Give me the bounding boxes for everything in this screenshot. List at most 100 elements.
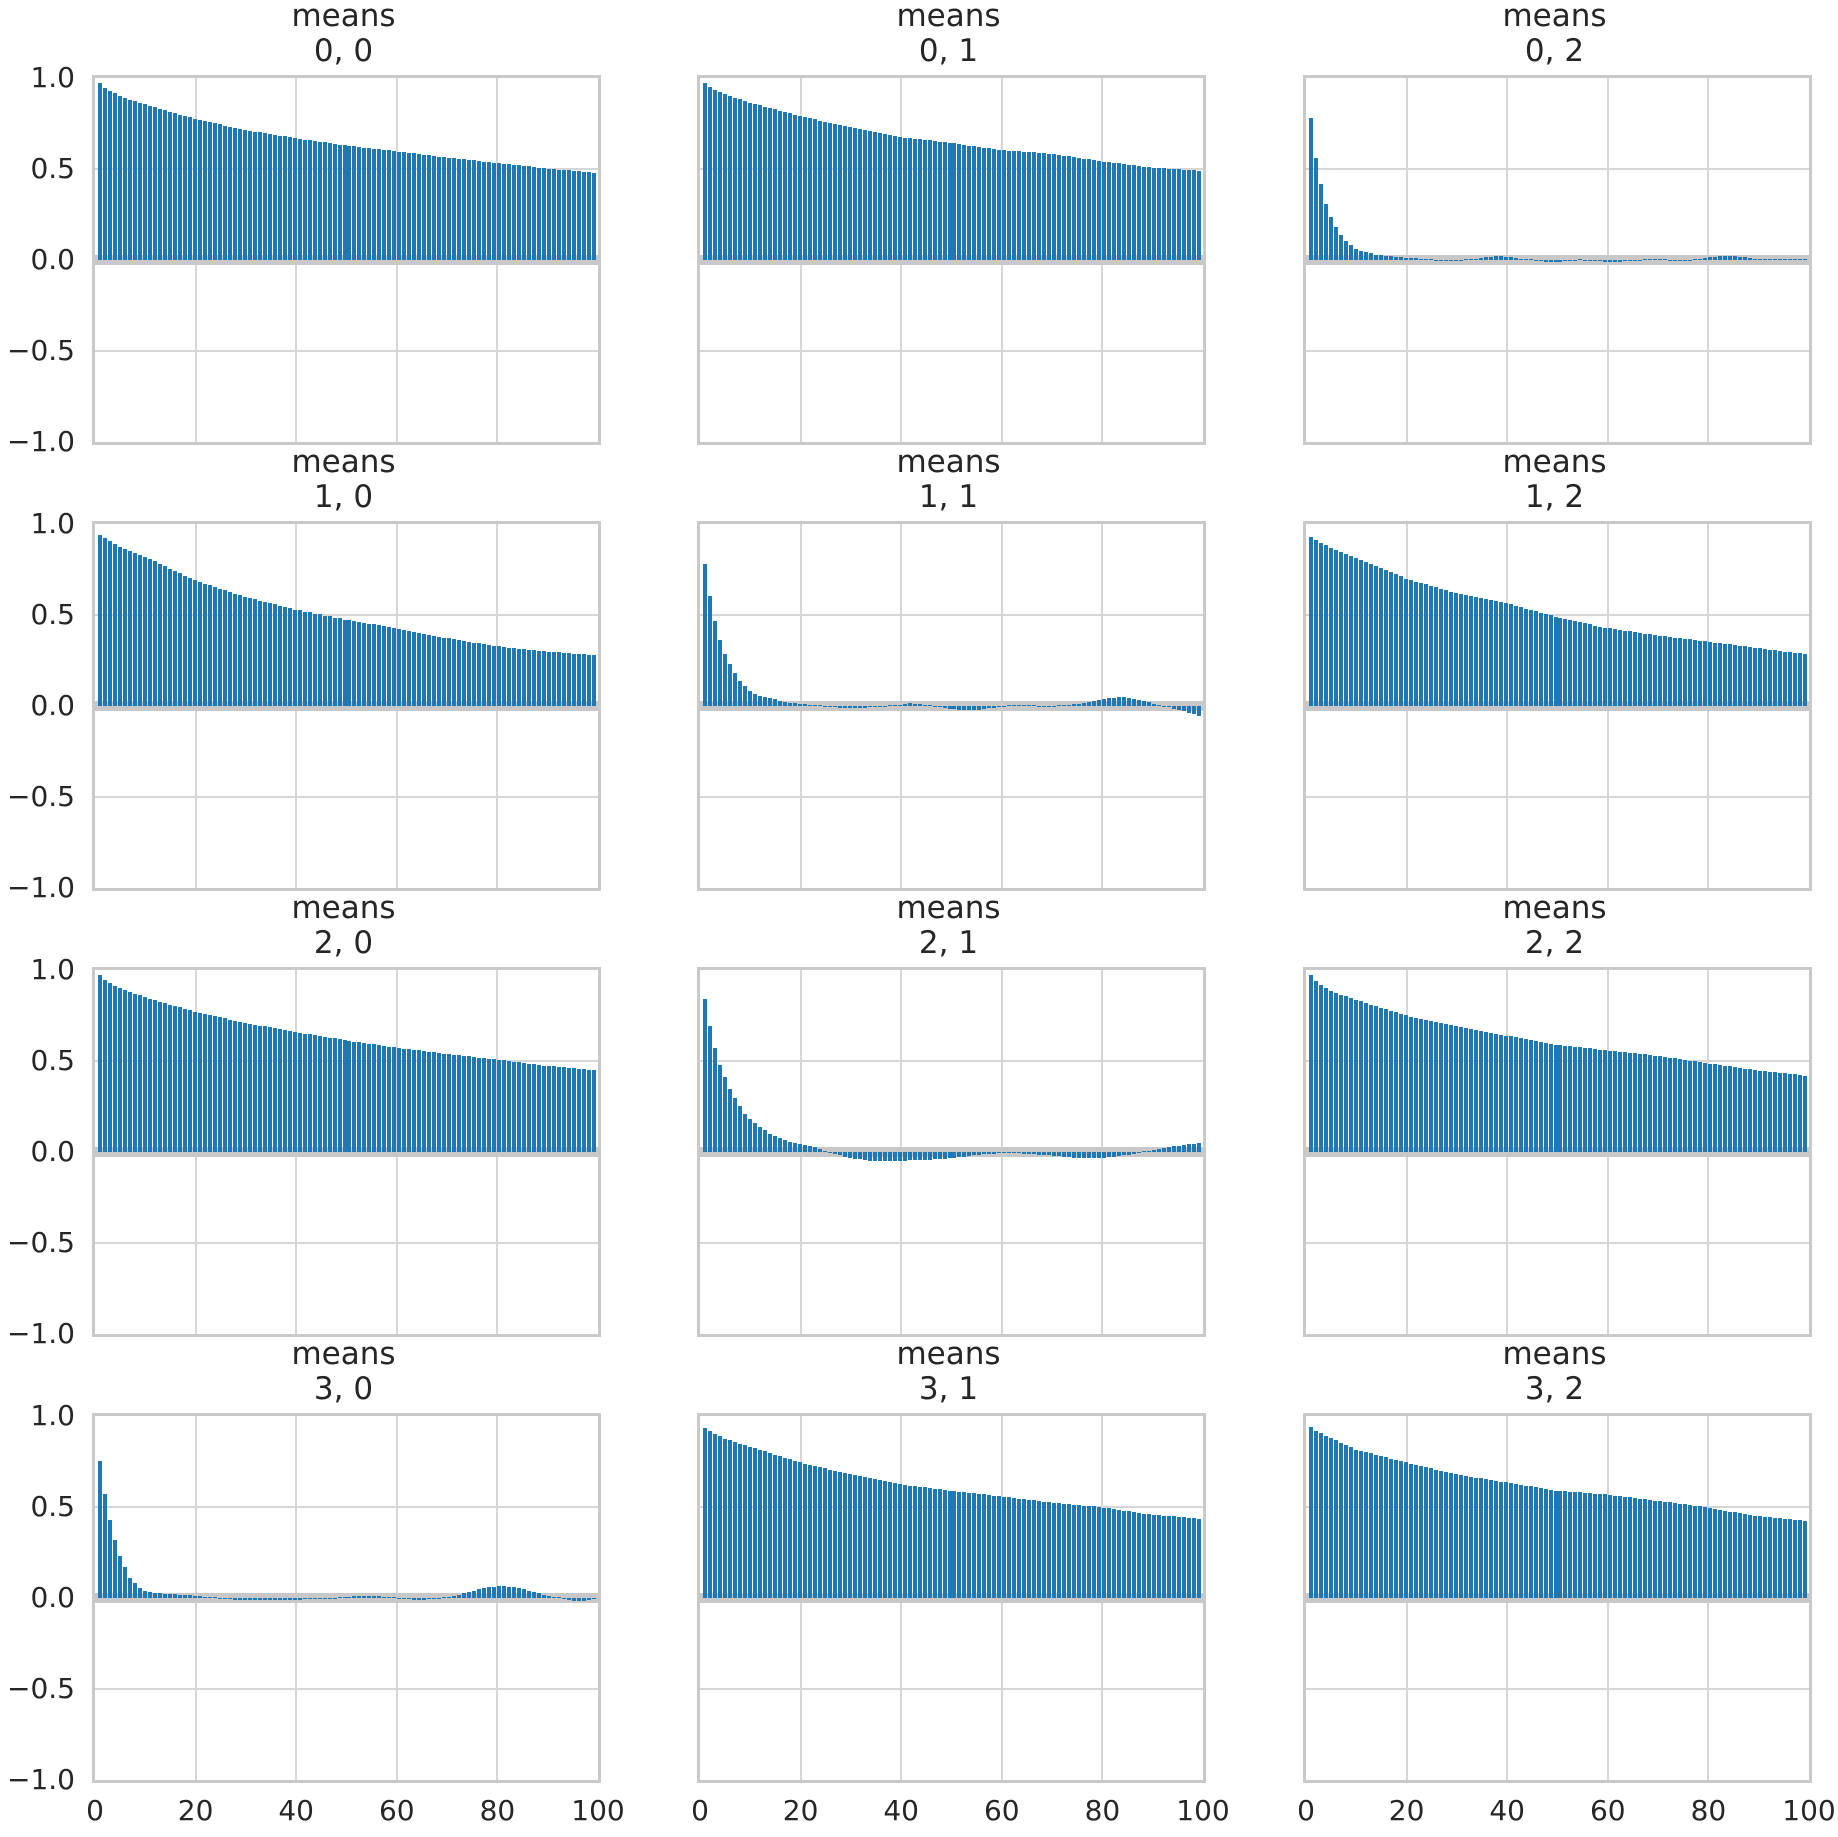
bar xyxy=(1137,700,1141,706)
bar xyxy=(1643,1499,1647,1598)
bar xyxy=(153,1593,157,1598)
bar xyxy=(1638,260,1642,261)
bar xyxy=(728,1440,732,1598)
bar xyxy=(783,112,787,260)
subplot-title-line2: 0, 1 xyxy=(918,33,979,69)
bar xyxy=(1773,650,1777,706)
bar xyxy=(1167,1516,1171,1598)
bar xyxy=(118,1556,122,1598)
subplot-0-1: means 0, 1 xyxy=(697,0,1206,449)
bar xyxy=(1404,579,1408,706)
bar xyxy=(208,1597,212,1598)
bar xyxy=(838,1152,842,1155)
bar xyxy=(863,130,867,260)
subplot-title: means 1, 2 xyxy=(1303,445,1806,515)
bar xyxy=(1349,1447,1353,1598)
bar xyxy=(1449,592,1453,706)
subplot-title: means 2, 2 xyxy=(1303,891,1806,961)
bar xyxy=(1598,1050,1602,1152)
plot-area-0-1 xyxy=(697,75,1206,445)
bar xyxy=(1499,1035,1503,1152)
bar xyxy=(838,1472,842,1598)
bar xyxy=(1092,1506,1096,1598)
bar xyxy=(397,1048,401,1152)
bar xyxy=(258,601,262,706)
bar xyxy=(482,1058,486,1152)
bar xyxy=(333,618,337,706)
y-tick-label: 0.5 xyxy=(30,152,75,185)
bar xyxy=(1077,158,1081,260)
bar xyxy=(778,1456,782,1598)
bar xyxy=(1728,1066,1732,1152)
bar xyxy=(1489,257,1493,260)
bar xyxy=(997,150,1001,260)
bar xyxy=(572,654,576,706)
bar xyxy=(562,1598,566,1599)
bar xyxy=(148,559,152,706)
bar xyxy=(1379,568,1383,706)
bar xyxy=(1319,1433,1323,1598)
bar xyxy=(1803,654,1807,706)
bar xyxy=(808,1465,812,1598)
bar xyxy=(1554,1491,1558,1598)
bar xyxy=(708,87,712,260)
bar xyxy=(113,1540,117,1598)
bar xyxy=(1424,584,1428,706)
bar xyxy=(372,149,376,260)
bar xyxy=(1793,653,1797,706)
bar xyxy=(918,704,922,706)
bar xyxy=(1504,257,1508,260)
bar xyxy=(1424,1020,1428,1152)
bar xyxy=(863,1152,867,1160)
bar xyxy=(123,98,127,260)
bar xyxy=(768,1134,772,1152)
bar xyxy=(203,584,207,706)
bar xyxy=(382,150,386,260)
bar xyxy=(238,129,242,260)
bar xyxy=(1588,260,1592,261)
bar xyxy=(1519,607,1523,706)
bar xyxy=(738,681,742,706)
bar xyxy=(768,698,772,706)
bar xyxy=(407,1598,411,1599)
subplot-title-line1: means xyxy=(291,444,396,480)
bar xyxy=(308,1034,312,1152)
subplot-title-line1: means xyxy=(1502,0,1607,34)
bar xyxy=(972,706,976,710)
bar xyxy=(1354,558,1358,706)
bar xyxy=(1147,1514,1151,1598)
bar xyxy=(933,1152,937,1159)
bar xyxy=(283,136,287,260)
bar xyxy=(323,1037,327,1152)
bar xyxy=(933,706,937,707)
bar xyxy=(1748,258,1752,260)
bar xyxy=(1197,171,1201,260)
y-gridline xyxy=(700,796,1203,798)
bar xyxy=(173,113,177,260)
bar xyxy=(957,1492,961,1598)
bar xyxy=(823,706,827,707)
bar xyxy=(1444,1024,1448,1152)
bar xyxy=(1047,706,1051,707)
bar xyxy=(1753,648,1757,706)
bar xyxy=(447,158,451,260)
bar xyxy=(1374,1455,1378,1598)
bar xyxy=(1117,1510,1121,1598)
bar xyxy=(723,1077,727,1152)
bar xyxy=(183,116,187,260)
bar xyxy=(567,1068,571,1152)
bar xyxy=(957,706,961,710)
bar xyxy=(1763,649,1767,706)
bar xyxy=(532,650,536,706)
bar xyxy=(1339,995,1343,1152)
bar xyxy=(1514,1037,1518,1152)
bar xyxy=(318,142,322,260)
bar xyxy=(527,166,531,260)
bar xyxy=(1494,1481,1498,1598)
bar xyxy=(1558,1491,1562,1598)
bar xyxy=(522,1589,526,1598)
bar xyxy=(103,1494,107,1598)
bar xyxy=(1052,1152,1056,1156)
y-gridline xyxy=(95,1506,598,1508)
bar xyxy=(1544,614,1548,706)
